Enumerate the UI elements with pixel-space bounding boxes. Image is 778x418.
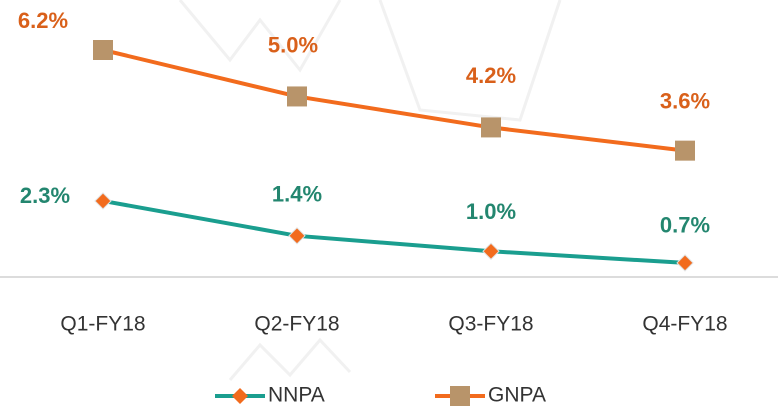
legend-marker bbox=[450, 386, 470, 406]
legend-label: NNPA bbox=[268, 384, 325, 407]
legend-marker bbox=[232, 388, 248, 404]
value-label: 2.3% bbox=[20, 183, 70, 208]
value-label: 4.2% bbox=[466, 63, 516, 88]
marker bbox=[93, 40, 113, 60]
marker bbox=[675, 140, 695, 161]
series-line bbox=[102, 198, 686, 265]
marker bbox=[676, 254, 694, 272]
value-label: 0.7% bbox=[660, 213, 710, 238]
x-tick-label: Q3-FY18 bbox=[448, 313, 533, 336]
value-label: 1.0% bbox=[466, 199, 516, 224]
marker bbox=[481, 117, 501, 138]
marker bbox=[288, 227, 306, 245]
value-label: 3.6% bbox=[660, 88, 710, 113]
background-decoration bbox=[178, 0, 562, 381]
marker bbox=[94, 192, 112, 210]
marker bbox=[482, 242, 500, 260]
value-label: 5.0% bbox=[268, 32, 318, 57]
x-tick-label: Q2-FY18 bbox=[254, 313, 339, 336]
value-label: 1.4% bbox=[272, 182, 322, 207]
x-tick-label: Q1-FY18 bbox=[60, 313, 145, 336]
x-tick-label: Q4-FY18 bbox=[642, 313, 727, 336]
series-line bbox=[102, 48, 686, 153]
legend-label: GNPA bbox=[488, 384, 546, 407]
value-label: 6.2% bbox=[18, 8, 68, 33]
marker bbox=[287, 86, 307, 107]
